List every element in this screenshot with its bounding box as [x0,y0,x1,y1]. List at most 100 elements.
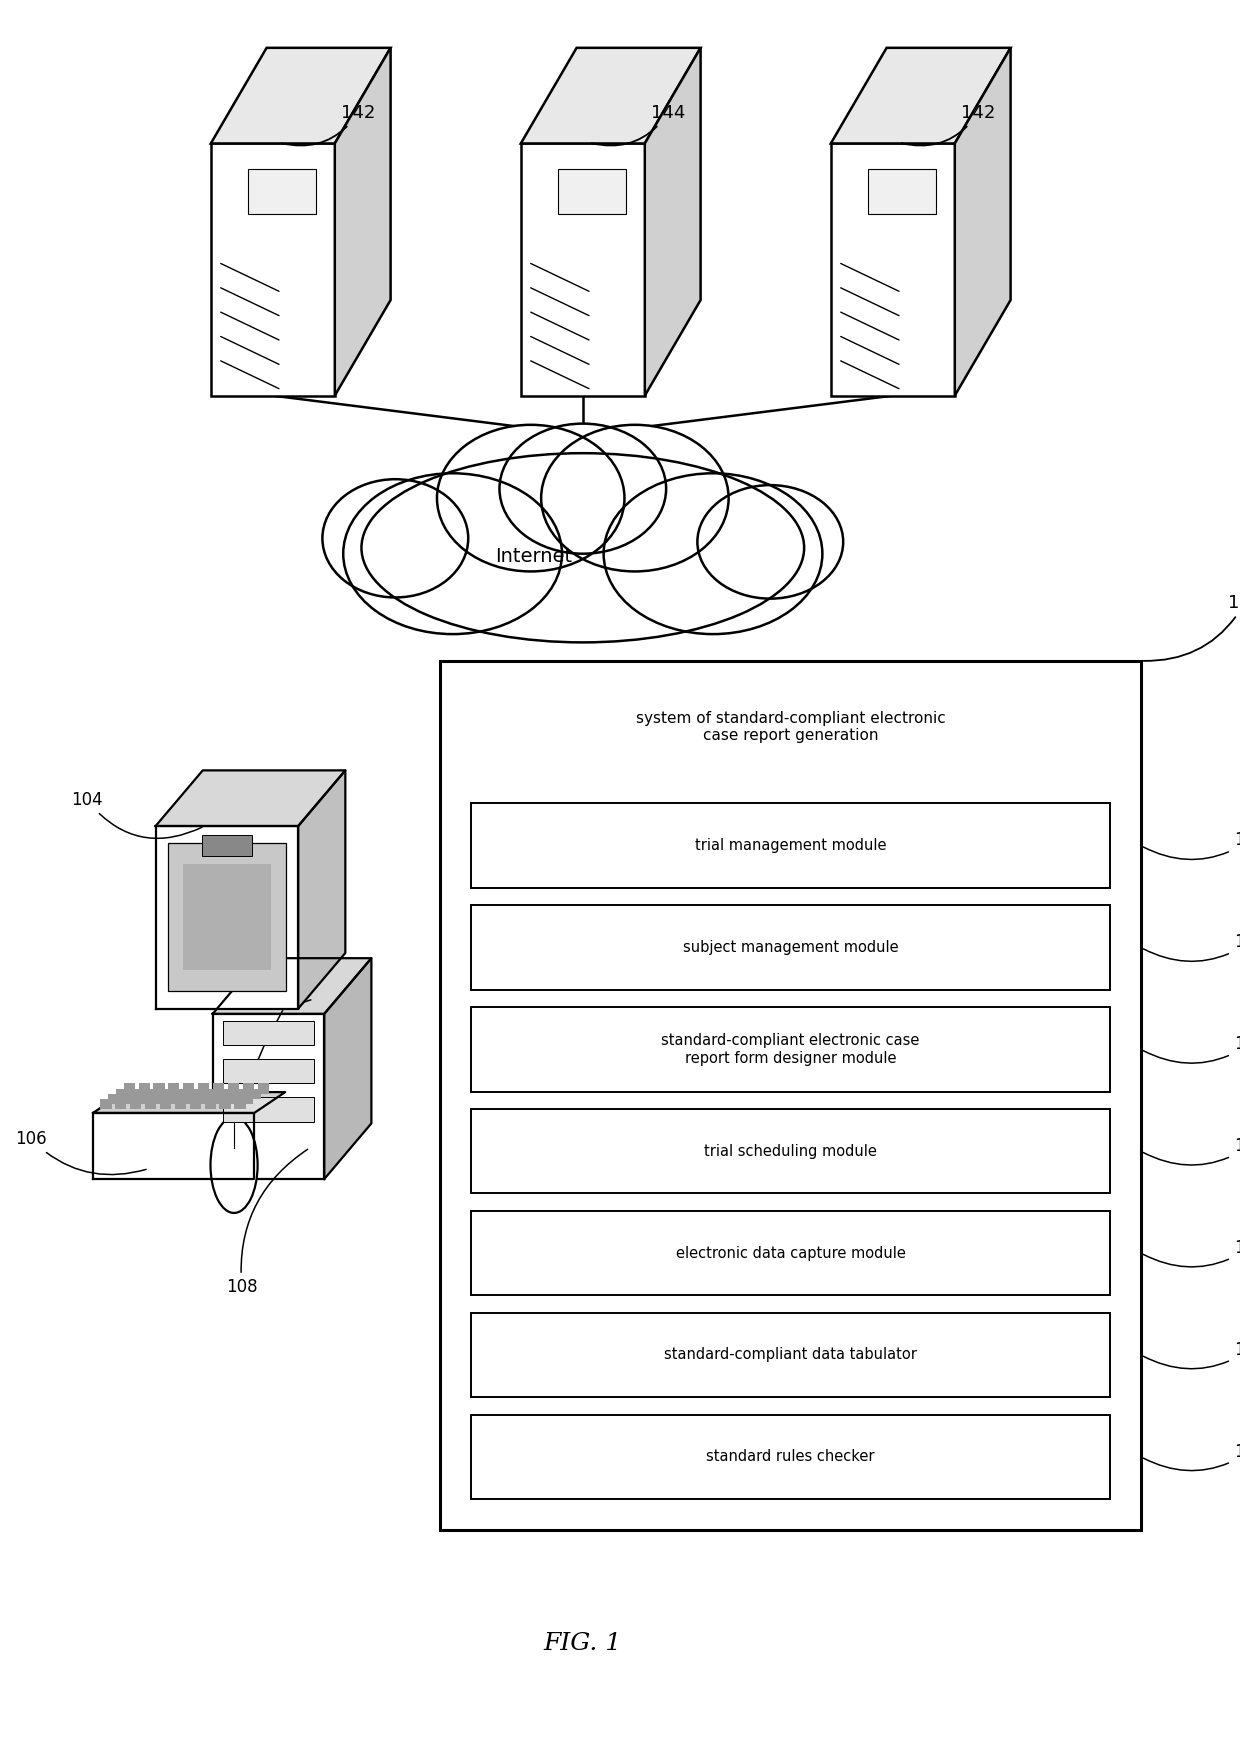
Bar [471,1313,1110,1396]
Bar [223,1097,315,1122]
Bar [212,1094,223,1104]
Bar [248,169,316,214]
Bar [202,835,252,856]
Bar [169,1083,180,1094]
Bar [108,1094,119,1104]
Bar [190,1099,201,1109]
Text: 118: 118 [1143,1238,1240,1268]
Bar [123,1094,134,1104]
Text: subject management module: subject management module [683,941,898,955]
Polygon shape [298,770,345,1009]
Polygon shape [335,47,391,396]
Bar [169,843,285,991]
Text: 106: 106 [15,1130,146,1174]
Polygon shape [521,144,645,396]
Bar [197,1094,208,1104]
Polygon shape [93,1113,254,1179]
Bar [145,1099,156,1109]
Text: FIG. 1: FIG. 1 [543,1631,622,1656]
Bar [243,1083,254,1094]
Bar [153,1094,164,1104]
Bar [471,1109,1110,1193]
Polygon shape [831,47,1011,144]
Bar [221,1089,231,1099]
Bar [184,864,270,970]
Bar [131,1089,141,1099]
Bar [139,1083,150,1094]
Text: system of standard-compliant electronic
case report generation: system of standard-compliant electronic … [636,711,945,743]
Polygon shape [955,47,1011,396]
Bar [138,1094,149,1104]
Bar [471,1210,1110,1296]
Bar [100,1099,112,1109]
Bar [258,1083,269,1094]
Text: 110: 110 [1143,831,1240,859]
Text: 120: 120 [1143,1341,1240,1369]
Text: 142: 142 [281,104,376,146]
Bar [124,1083,135,1094]
Polygon shape [645,47,701,396]
Ellipse shape [361,454,804,642]
Text: standard rules checker: standard rules checker [707,1449,874,1464]
Bar [228,1083,239,1094]
Bar [250,1089,262,1099]
Bar [471,803,1110,889]
Polygon shape [211,144,335,396]
Bar [219,1099,231,1109]
Polygon shape [325,958,372,1179]
Text: 144: 144 [591,104,686,146]
Ellipse shape [604,473,822,635]
Text: trial management module: trial management module [694,838,887,854]
Bar [558,169,626,214]
Bar [175,1099,186,1109]
Bar [154,1083,165,1094]
Polygon shape [93,1092,285,1113]
Text: standard-compliant electronic case
report form designer module: standard-compliant electronic case repor… [661,1033,920,1066]
Bar [868,169,936,214]
Polygon shape [156,770,345,826]
Bar [471,906,1110,989]
Text: standard-compliant data tabulator: standard-compliant data tabulator [665,1348,916,1362]
Ellipse shape [697,485,843,598]
Polygon shape [213,1014,325,1179]
Bar [184,1083,195,1094]
Polygon shape [521,47,701,144]
Ellipse shape [211,1118,258,1214]
Polygon shape [213,958,372,1014]
Bar [206,1089,216,1099]
Text: electronic data capture module: electronic data capture module [676,1245,905,1261]
Text: trial scheduling module: trial scheduling module [704,1144,877,1158]
Polygon shape [831,144,955,396]
Bar [234,1099,246,1109]
Bar [205,1099,216,1109]
Ellipse shape [343,473,562,635]
Ellipse shape [322,480,469,598]
Text: 112: 112 [1143,934,1240,962]
Text: 142: 142 [901,104,996,146]
Bar [471,1414,1110,1499]
Bar [227,1094,238,1104]
Bar [130,1099,141,1109]
Bar [160,1099,171,1109]
Bar [198,1083,210,1094]
Bar [440,661,1141,1530]
Bar [146,1089,156,1099]
Text: 122: 122 [1143,1443,1240,1471]
Bar [223,1021,315,1045]
Bar [223,1059,315,1083]
Bar [167,1094,179,1104]
Polygon shape [156,826,298,1009]
Bar [213,1083,224,1094]
Text: Internet: Internet [495,548,572,565]
Bar [242,1094,253,1104]
Bar [115,1099,126,1109]
Text: 100: 100 [1143,595,1240,661]
Polygon shape [211,47,391,144]
Ellipse shape [541,424,729,572]
Ellipse shape [436,424,625,572]
Bar [117,1089,126,1099]
Bar [176,1089,186,1099]
Bar [471,1007,1110,1092]
Text: 116: 116 [1143,1137,1240,1165]
Text: 114: 114 [1143,1035,1240,1063]
